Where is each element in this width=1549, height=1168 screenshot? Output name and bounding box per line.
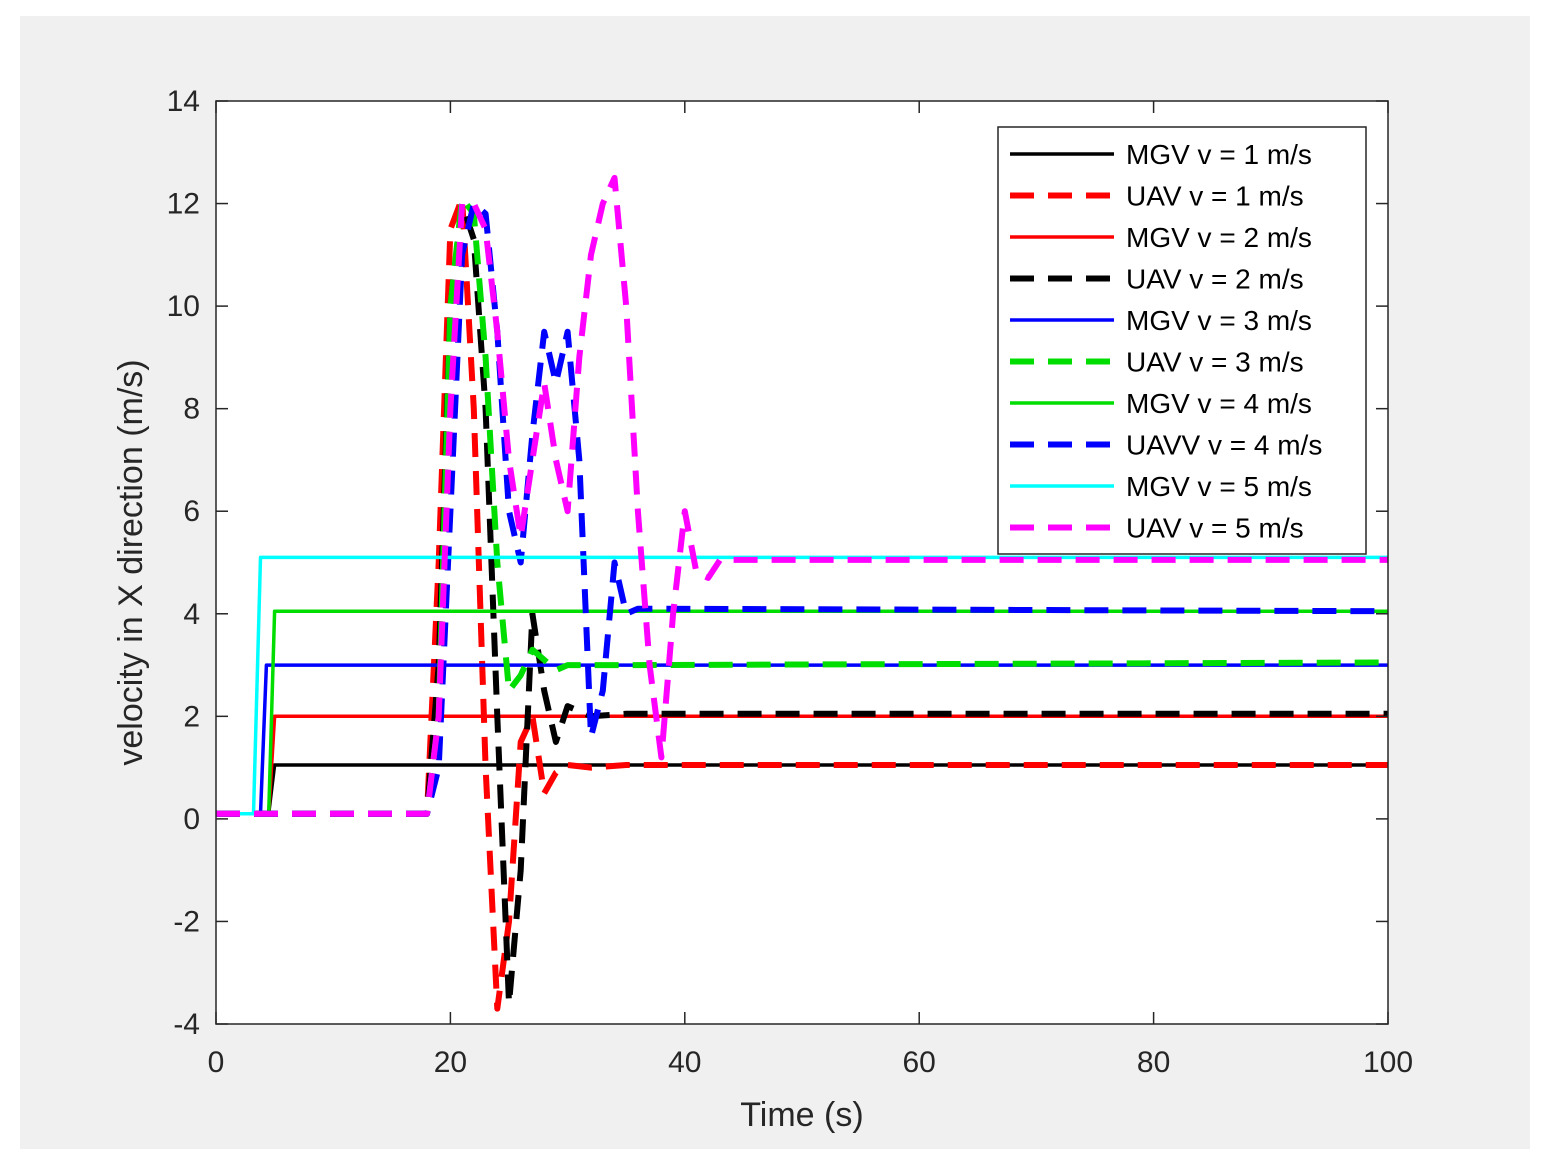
y-tick-label: 0 <box>183 803 200 836</box>
legend-label: MGV v = 3 m/s <box>1126 305 1312 336</box>
y-tick-label: 4 <box>183 598 200 631</box>
x-tick-label: 20 <box>434 1046 467 1079</box>
legend-label: UAVV v = 4 m/s <box>1126 430 1322 461</box>
y-tick-label: -2 <box>173 905 200 938</box>
legend-label: UAV v = 1 m/s <box>1126 181 1304 212</box>
legend-label: MGV v = 4 m/s <box>1126 388 1312 419</box>
y-tick-label: 14 <box>167 85 200 118</box>
legend: MGV v = 1 m/s UAV v = 1 m/s MGV v = 2 m/s U… <box>997 126 1367 555</box>
axes-frame <box>215 100 1389 1025</box>
x-tick-label: 100 <box>1363 1046 1413 1079</box>
y-axis-label: velocity in X direction (m/s) <box>112 359 150 765</box>
ticks-layer: 0 20 40 60 80 100 -4 -2 0 2 4 6 8 10 12 14 <box>167 85 1413 1079</box>
x-tick-label: 60 <box>903 1046 936 1079</box>
y-tick-label: 12 <box>167 188 200 221</box>
y-tick-label: 2 <box>183 700 200 733</box>
legend-label: MGV v = 2 m/s <box>1126 222 1312 253</box>
legend-label: UAV v = 2 m/s <box>1126 264 1304 295</box>
x-tick-label: 0 <box>208 1046 225 1079</box>
legend-label: UAV v = 3 m/s <box>1126 347 1304 378</box>
y-tick-label: -4 <box>173 1008 200 1041</box>
y-tick-label: 6 <box>183 495 200 528</box>
legend-label: UAV v = 5 m/s <box>1126 513 1304 544</box>
x-axis-label: Time (s) <box>740 1096 863 1134</box>
y-tick-label: 10 <box>167 290 200 323</box>
x-tick-label: 80 <box>1137 1046 1170 1079</box>
legend-label: MGV v = 1 m/s <box>1126 139 1312 170</box>
series-layer <box>216 174 1389 1012</box>
series-line <box>216 174 1388 817</box>
y-tick-label: 8 <box>183 393 200 426</box>
series-line <box>216 200 1389 817</box>
x-tick-label: 40 <box>668 1046 701 1079</box>
legend-label: MGV v = 5 m/s <box>1126 471 1312 502</box>
